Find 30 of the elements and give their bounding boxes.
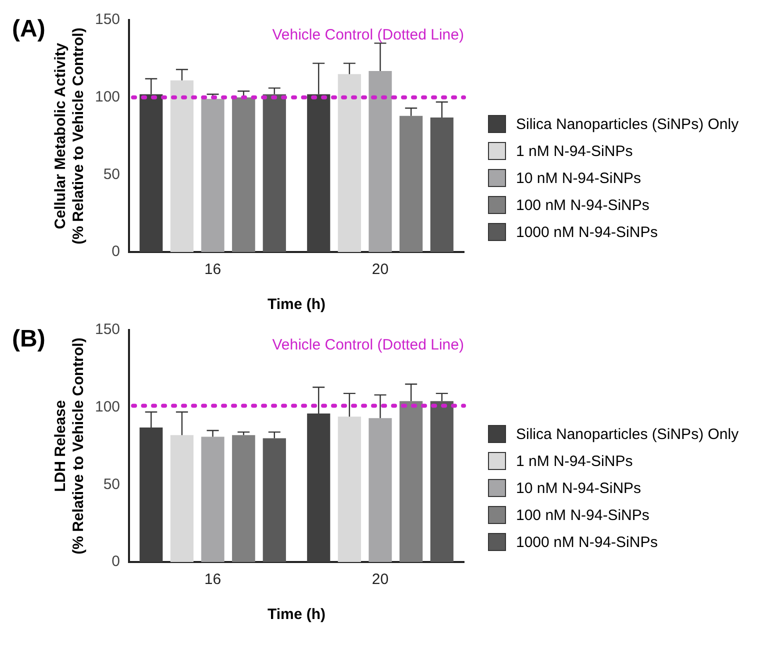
legend-label: 100 nM N-94-SiNPs (516, 506, 650, 524)
ref-line-label: Vehicle Control (Dotted Line) (272, 26, 464, 44)
y-tick-label: 150 (94, 11, 120, 28)
legend-label: 10 nM N-94-SiNPs (516, 170, 642, 186)
y-tick-label: 50 (103, 166, 120, 183)
x-axis-title: Time (h) (267, 606, 326, 624)
legend-label: 1 nM N-94-SiNPs (516, 142, 633, 160)
legend-label: 1000 nM N-94-SiNPs (516, 534, 658, 550)
y-tick-label: 100 (94, 88, 120, 106)
legend-label: 100 nM N-94-SiNPs (516, 196, 650, 214)
ref-line-label: Vehicle Control (Dotted Line) (272, 336, 464, 354)
y-tick-label: 0 (112, 243, 120, 260)
y-axis-title: LDH Release (% Relative to Vehicle Control) (52, 338, 88, 554)
y-tick-label: 100 (94, 398, 120, 416)
y-axis-title: Cellular Metabolic Activity (% Relative to Vehicle Control) (52, 28, 88, 244)
legend-label: 1 nM N-94-SiNPs (516, 452, 633, 470)
x-tick-label: 20 (372, 571, 389, 588)
legend-label: Silica Nanoparticles (SiNPs) Only (516, 426, 739, 442)
x-axis-title: Time (h) (267, 296, 326, 314)
text: (A) (12, 16, 46, 43)
y-tick-label: 50 (103, 476, 120, 493)
legend-label: Silica Nanoparticles (SiNPs) Only (516, 116, 739, 132)
y-tick-label: 150 (94, 321, 120, 338)
legend-label: 1000 nM N-94-SiNPs (516, 224, 658, 240)
legend-label: 10 nM N-94-SiNPs (516, 480, 642, 496)
text: (B) (12, 326, 46, 353)
x-tick-label: 16 (204, 261, 222, 278)
x-tick-label: 16 (204, 571, 222, 588)
y-tick-label: 0 (112, 553, 120, 570)
x-tick-label: 20 (372, 261, 389, 278)
